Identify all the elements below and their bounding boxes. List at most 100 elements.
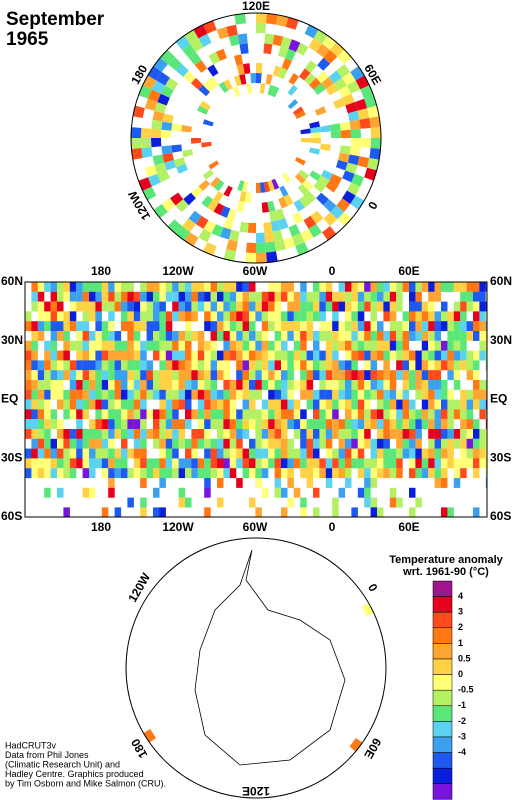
map-cells <box>25 282 487 517</box>
cell <box>197 389 205 400</box>
cell <box>364 419 371 430</box>
cell <box>204 291 211 302</box>
cell <box>479 350 486 361</box>
cell <box>229 380 237 390</box>
cell <box>178 360 186 371</box>
cell <box>441 301 448 312</box>
cell <box>121 291 128 302</box>
cell <box>453 282 461 292</box>
cell <box>191 438 198 449</box>
cell <box>204 458 211 469</box>
cell <box>114 350 122 361</box>
cell <box>434 380 442 390</box>
cell <box>255 478 262 488</box>
cell <box>287 468 294 479</box>
cell <box>140 458 147 469</box>
cell <box>31 360 38 371</box>
cell <box>287 331 294 341</box>
cell <box>351 458 358 469</box>
cell <box>268 282 275 292</box>
cell <box>89 360 96 371</box>
cell <box>236 478 243 488</box>
cell <box>313 181 326 193</box>
cell <box>479 301 486 312</box>
cell <box>460 282 467 292</box>
cell <box>351 370 358 381</box>
cell <box>453 380 461 390</box>
cell <box>428 321 435 332</box>
cell <box>485 389 487 400</box>
cell <box>313 399 320 410</box>
lat-label: 60S <box>1 509 22 523</box>
cell <box>127 311 134 322</box>
cell <box>31 409 38 420</box>
cell <box>37 468 45 479</box>
cell <box>460 419 467 430</box>
cell <box>460 438 467 449</box>
cell <box>241 181 249 193</box>
cell <box>157 93 170 106</box>
cell <box>415 301 422 312</box>
cell <box>242 331 250 341</box>
cell <box>347 110 360 122</box>
cell <box>396 360 403 371</box>
cell <box>76 291 83 302</box>
cell <box>31 291 38 302</box>
cell <box>44 389 51 400</box>
cell <box>217 291 224 302</box>
cell <box>242 448 250 459</box>
cell <box>293 360 301 371</box>
cell <box>249 311 256 322</box>
cell <box>63 507 70 517</box>
cell <box>223 282 230 292</box>
cell <box>172 350 179 361</box>
cell <box>151 80 166 94</box>
cell <box>441 389 448 400</box>
cell <box>82 291 90 302</box>
cell <box>319 380 326 390</box>
cell <box>268 458 275 469</box>
cell <box>76 399 83 410</box>
cell <box>89 370 96 381</box>
cell <box>223 419 230 430</box>
cell <box>191 468 198 479</box>
cell <box>332 321 339 332</box>
cell <box>197 458 205 469</box>
legend-swatch <box>432 736 453 753</box>
cell <box>332 399 339 410</box>
cell <box>31 380 38 390</box>
cell <box>313 409 320 420</box>
cell <box>50 301 58 312</box>
cell <box>153 350 160 361</box>
cell <box>108 370 115 381</box>
cell <box>63 429 70 439</box>
cell <box>167 219 183 234</box>
cell <box>95 291 102 302</box>
cell <box>76 282 83 292</box>
cell <box>332 468 339 479</box>
cell <box>325 429 333 439</box>
cell <box>127 468 134 479</box>
cell <box>434 399 442 410</box>
cell <box>210 340 218 351</box>
cell <box>485 478 487 488</box>
cell <box>37 409 45 420</box>
cell <box>338 399 346 410</box>
cell <box>140 429 147 439</box>
cell <box>114 380 122 390</box>
legend-tick: 0.5 <box>458 653 471 663</box>
cell <box>210 350 218 361</box>
cell <box>434 478 442 488</box>
cell <box>239 221 249 233</box>
credit-line: HadCRUT3v <box>5 740 57 750</box>
cell <box>172 331 179 341</box>
cell <box>300 228 314 243</box>
cell <box>364 429 371 439</box>
lon-label: 0 <box>329 520 336 534</box>
credit-line: Hadley Centre. Graphics produced <box>5 769 144 779</box>
cell <box>306 389 314 400</box>
cell <box>217 409 224 420</box>
cell <box>44 350 51 361</box>
cell <box>434 409 442 420</box>
